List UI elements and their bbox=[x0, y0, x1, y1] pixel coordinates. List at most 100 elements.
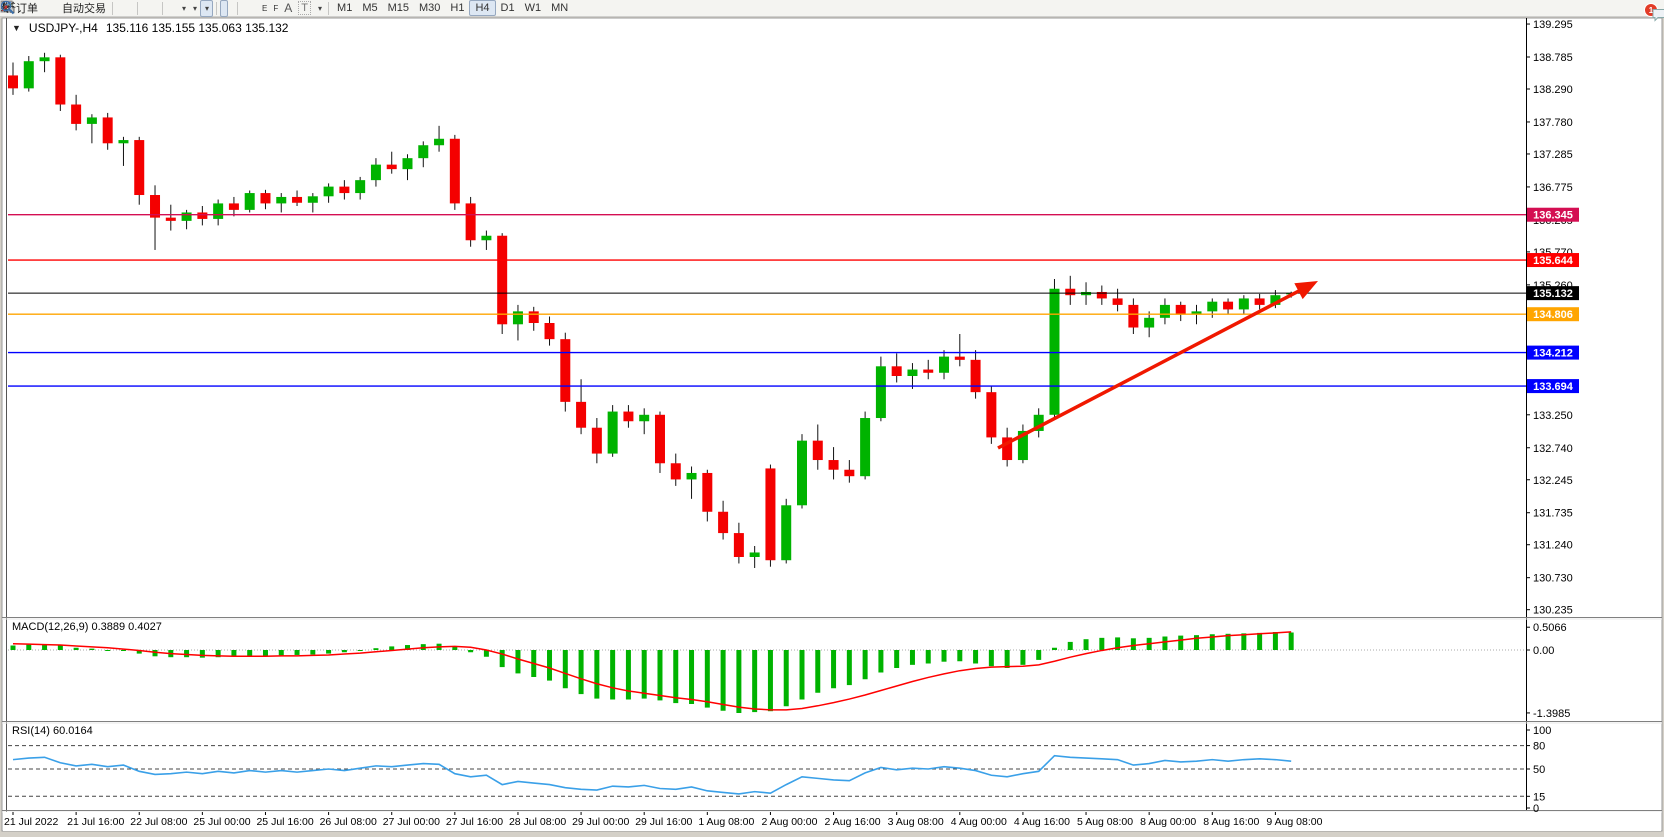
candle-bull bbox=[1049, 288, 1060, 415]
candle-bear bbox=[1254, 298, 1265, 305]
candle-bear bbox=[528, 311, 539, 323]
macd-histogram-bar bbox=[1272, 632, 1278, 650]
candle-bull bbox=[355, 180, 366, 194]
crosshair-tool-button[interactable] bbox=[1, 1, 234, 16]
candle-bull bbox=[307, 196, 318, 203]
candle-bear bbox=[670, 463, 681, 480]
axis-label: 132.740 bbox=[1533, 443, 1573, 455]
toolbar-separator bbox=[328, 1, 330, 15]
axis-label: 22 Jul 08:00 bbox=[130, 816, 187, 828]
axis-label: 2 Aug 16:00 bbox=[825, 816, 881, 828]
macd-histogram-bar bbox=[57, 645, 63, 650]
macd-histogram-bar bbox=[641, 650, 647, 699]
price-line-label bbox=[1527, 307, 1579, 322]
chart-title[interactable]: ▼ USDJPY-,H4 135.116 135.155 135.063 135… bbox=[12, 21, 288, 35]
axis-label: 133.250 bbox=[1533, 410, 1573, 422]
candle-bull bbox=[181, 212, 192, 221]
candle-bear bbox=[260, 193, 271, 204]
candle-bear bbox=[954, 356, 965, 360]
macd-histogram-bar bbox=[1225, 633, 1231, 650]
candle-bull bbox=[481, 235, 492, 241]
macd-histogram-bar bbox=[247, 650, 253, 657]
candle-bull bbox=[23, 61, 34, 89]
fibonacci-tool-button[interactable]: F bbox=[1, 1, 281, 16]
candle-bear bbox=[134, 140, 145, 196]
axis-label: 135.132 bbox=[1533, 288, 1573, 300]
timeframe-w1[interactable]: W1 bbox=[524, 2, 542, 14]
macd-histogram-bar bbox=[483, 650, 489, 657]
macd-histogram-bar bbox=[199, 650, 205, 658]
template-button[interactable]: ▾ bbox=[0, 0, 214, 17]
toolbar: 新订单 自动交易 ▾ ▾ bbox=[0, 0, 1664, 22]
timeframe-m5[interactable]: M5 bbox=[362, 2, 378, 14]
axis-label: 137.285 bbox=[1533, 149, 1573, 161]
candle-bull bbox=[370, 164, 381, 181]
autotrading-label: 自动交易 bbox=[62, 3, 106, 15]
macd-histogram-bar bbox=[610, 650, 616, 700]
period-button[interactable]: ▾ bbox=[1, 1, 200, 16]
macd-histogram-bar bbox=[783, 650, 789, 707]
channel-tool-button[interactable]: E bbox=[0, 1, 270, 16]
candle-bull bbox=[797, 440, 807, 506]
timeframe-d1[interactable]: D1 bbox=[500, 2, 515, 14]
timeframe-m1[interactable]: M1 bbox=[337, 2, 353, 14]
macd-histogram-bar bbox=[89, 648, 95, 650]
symbol-period-label: USDJPY-,H4 bbox=[28, 21, 98, 35]
toolbar-separator bbox=[137, 1, 138, 15]
rsi-indicator-label: RSI(14) 60.0164 bbox=[12, 725, 93, 737]
toolbar-separator bbox=[237, 1, 239, 15]
add-indicator-button[interactable]: ▾ bbox=[0, 1, 189, 16]
search-icon[interactable] bbox=[0, 0, 15, 15]
chart-window bbox=[1, 17, 1663, 832]
ohlc-values: 135.116 135.155 135.063 135.132 bbox=[105, 21, 289, 35]
price-axis[interactable]: 139.295 138.785 138.290 137.780 137.285 136.7… bbox=[1526, 18, 1579, 811]
timeframe-m30[interactable]: M30 bbox=[419, 2, 441, 14]
arrows-tool-button[interactable]: ▾ bbox=[1, 1, 325, 16]
tile-windows-button[interactable] bbox=[1, 1, 159, 16]
trend-arrow[interactable] bbox=[997, 281, 1318, 450]
timeframe-h1[interactable]: H1 bbox=[450, 2, 465, 14]
macd-histogram-bar bbox=[547, 650, 553, 681]
macd-histogram-bar bbox=[499, 650, 505, 668]
label-tool-button[interactable]: T bbox=[295, 1, 314, 16]
price-line-label bbox=[1527, 253, 1579, 268]
timeframe-h4[interactable]: H4 bbox=[469, 0, 496, 16]
timeframe-m15[interactable]: M15 bbox=[387, 2, 410, 14]
candle-bear bbox=[891, 366, 902, 377]
line-chart-mode-button[interactable] bbox=[0, 1, 134, 16]
time-axis[interactable]: 21 Jul 2022 21 Jul 16:00 22 Jul 08:00 25 Ju… bbox=[0, 812, 1664, 837]
axis-label: 139.295 bbox=[1533, 19, 1573, 31]
text-tool-button[interactable]: A bbox=[281, 1, 295, 16]
axis-label: 28 Jul 08:00 bbox=[509, 816, 566, 828]
candle-bear bbox=[465, 203, 476, 241]
candle-bear bbox=[150, 195, 161, 218]
window-bottom-edge bbox=[0, 832, 1664, 837]
candle-bear bbox=[449, 138, 460, 204]
axis-label: 131.240 bbox=[1533, 540, 1573, 552]
price-line-label bbox=[1527, 286, 1579, 301]
axis-label: 29 Jul 00:00 bbox=[572, 816, 629, 828]
macd-histogram-bar bbox=[1051, 647, 1057, 650]
cursor-tool-button[interactable] bbox=[3, 0, 229, 17]
macd-histogram-bar bbox=[815, 650, 821, 693]
text-tool-icon: A bbox=[284, 1, 293, 15]
macd-histogram-bar bbox=[1288, 632, 1294, 650]
candle-bull bbox=[1144, 317, 1155, 328]
toolbar-separator bbox=[216, 1, 218, 15]
dropdown-caret: ▾ bbox=[205, 3, 210, 13]
axis-label: 132.245 bbox=[1533, 475, 1573, 487]
macd-histogram-bar bbox=[988, 650, 994, 667]
chart-dropdown-marker[interactable]: ▼ bbox=[12, 23, 21, 33]
axis-label: 137.780 bbox=[1533, 117, 1573, 129]
channel-glyph: E bbox=[262, 3, 268, 13]
autotrading-button[interactable]: 自动交易 bbox=[0, 0, 109, 16]
axis-label: 100 bbox=[1533, 725, 1551, 737]
macd-histogram-bar bbox=[941, 650, 947, 662]
macd-histogram-bar bbox=[1209, 634, 1215, 650]
candle-bull bbox=[1191, 311, 1202, 315]
candle-bear bbox=[165, 217, 176, 221]
macd-histogram-bar bbox=[973, 650, 979, 664]
timeframe-mn[interactable]: MN bbox=[551, 2, 569, 14]
candle-bull bbox=[749, 552, 760, 557]
